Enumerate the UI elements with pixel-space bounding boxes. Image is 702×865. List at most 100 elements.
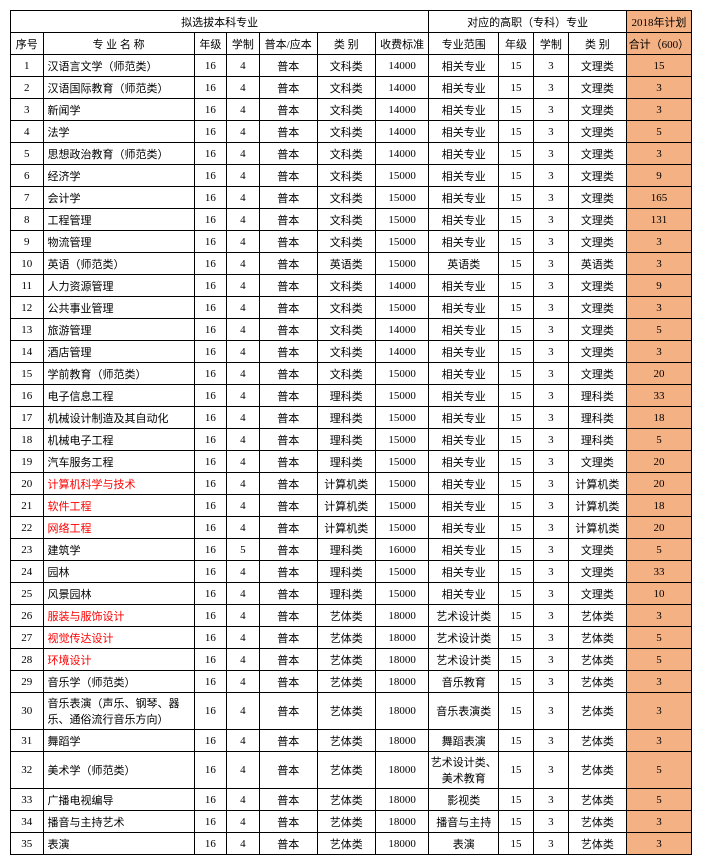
cell-cat2: 计算机类 — [568, 517, 626, 539]
cell-dur: 4 — [227, 253, 260, 275]
cell-dur2: 3 — [533, 231, 568, 253]
cell-grade2: 15 — [499, 730, 534, 752]
cell-dur: 4 — [227, 451, 260, 473]
cell-fee: 18000 — [375, 833, 429, 855]
cell-fee: 18000 — [375, 693, 429, 730]
cell-plan: 5 — [626, 789, 691, 811]
cell-cat: 理科类 — [317, 407, 375, 429]
cell-name: 软件工程 — [43, 495, 194, 517]
cell-seq: 7 — [11, 187, 44, 209]
cell-dur2: 3 — [533, 165, 568, 187]
cell-seq: 2 — [11, 77, 44, 99]
cell-cat: 理科类 — [317, 583, 375, 605]
cell-fee: 14000 — [375, 275, 429, 297]
cell-grade: 16 — [194, 209, 227, 231]
cell-scope: 相关专业 — [429, 121, 499, 143]
cell-seq: 19 — [11, 451, 44, 473]
col-dur2: 学制 — [533, 33, 568, 55]
cell-cat2: 文理类 — [568, 121, 626, 143]
cell-seq: 23 — [11, 539, 44, 561]
cell-cat2: 艺体类 — [568, 789, 626, 811]
cell-grade2: 15 — [499, 297, 534, 319]
cell-type: 普本 — [259, 187, 317, 209]
cell-dur: 4 — [227, 693, 260, 730]
cell-plan: 3 — [626, 77, 691, 99]
cell-dur2: 3 — [533, 407, 568, 429]
table-row: 7会计学164普本文科类15000相关专业153文理类165 — [11, 187, 692, 209]
table-body: 1汉语言文学（师范类）164普本文科类14000相关专业153文理类152汉语国… — [11, 55, 692, 855]
cell-type: 普本 — [259, 649, 317, 671]
cell-seq: 28 — [11, 649, 44, 671]
table-row: 20计算机科学与技术164普本计算机类15000相关专业153计算机类20 — [11, 473, 692, 495]
cell-dur2: 3 — [533, 341, 568, 363]
cell-scope: 相关专业 — [429, 539, 499, 561]
cell-type: 普本 — [259, 671, 317, 693]
cell-fee: 15000 — [375, 231, 429, 253]
cell-scope: 相关专业 — [429, 55, 499, 77]
cell-cat: 艺体类 — [317, 627, 375, 649]
table-row: 6经济学164普本文科类15000相关专业153文理类9 — [11, 165, 692, 187]
cell-name: 服装与服饰设计 — [43, 605, 194, 627]
cell-cat: 文科类 — [317, 99, 375, 121]
cell-name: 学前教育（师范类） — [43, 363, 194, 385]
cell-cat2: 理科类 — [568, 429, 626, 451]
cell-cat2: 艺体类 — [568, 671, 626, 693]
cell-plan: 5 — [626, 627, 691, 649]
table-row: 4法学164普本文科类14000相关专业153文理类5 — [11, 121, 692, 143]
cell-type: 普本 — [259, 341, 317, 363]
cell-cat2: 艺体类 — [568, 605, 626, 627]
table-row: 28环境设计164普本艺体类18000艺术设计类153艺体类5 — [11, 649, 692, 671]
cell-cat: 艺体类 — [317, 693, 375, 730]
cell-dur2: 3 — [533, 789, 568, 811]
cell-grade2: 15 — [499, 143, 534, 165]
cell-fee: 18000 — [375, 811, 429, 833]
cell-dur: 4 — [227, 811, 260, 833]
table-row: 23建筑学165普本理科类16000相关专业153文理类5 — [11, 539, 692, 561]
table-row: 25风景园林164普本理科类15000相关专业153文理类10 — [11, 583, 692, 605]
cell-plan: 3 — [626, 297, 691, 319]
table-row: 35表演164普本艺体类18000表演153艺体类3 — [11, 833, 692, 855]
cell-grade2: 15 — [499, 363, 534, 385]
cell-name: 人力资源管理 — [43, 275, 194, 297]
cell-fee: 18000 — [375, 752, 429, 789]
cell-fee: 15000 — [375, 297, 429, 319]
cell-cat2: 艺体类 — [568, 811, 626, 833]
cell-grade2: 15 — [499, 319, 534, 341]
cell-plan: 9 — [626, 165, 691, 187]
cell-grade2: 15 — [499, 789, 534, 811]
cell-cat: 理科类 — [317, 429, 375, 451]
cell-cat2: 文理类 — [568, 561, 626, 583]
cell-name: 英语（师范类） — [43, 253, 194, 275]
header-group-plan: 2018年计划 — [626, 11, 691, 33]
cell-seq: 29 — [11, 671, 44, 693]
table-row: 24园林164普本理科类15000相关专业153文理类33 — [11, 561, 692, 583]
cell-plan: 3 — [626, 605, 691, 627]
cell-seq: 33 — [11, 789, 44, 811]
table-row: 26服装与服饰设计164普本艺体类18000艺术设计类153艺体类3 — [11, 605, 692, 627]
cell-plan: 5 — [626, 649, 691, 671]
cell-plan: 3 — [626, 811, 691, 833]
cell-cat: 艺体类 — [317, 605, 375, 627]
cell-cat2: 文理类 — [568, 231, 626, 253]
cell-type: 普本 — [259, 165, 317, 187]
cell-dur2: 3 — [533, 55, 568, 77]
cell-plan: 20 — [626, 451, 691, 473]
cell-name: 广播电视编导 — [43, 789, 194, 811]
cell-name: 会计学 — [43, 187, 194, 209]
cell-cat2: 文理类 — [568, 55, 626, 77]
cell-type: 普本 — [259, 319, 317, 341]
cell-cat: 文科类 — [317, 275, 375, 297]
cell-grade2: 15 — [499, 473, 534, 495]
cell-name: 建筑学 — [43, 539, 194, 561]
cell-grade: 16 — [194, 121, 227, 143]
cell-scope: 相关专业 — [429, 495, 499, 517]
cell-dur2: 3 — [533, 649, 568, 671]
cell-type: 普本 — [259, 363, 317, 385]
cell-grade2: 15 — [499, 187, 534, 209]
cell-grade: 16 — [194, 605, 227, 627]
cell-cat2: 艺体类 — [568, 693, 626, 730]
cell-seq: 16 — [11, 385, 44, 407]
cell-dur2: 3 — [533, 671, 568, 693]
cell-dur: 4 — [227, 495, 260, 517]
table-row: 2汉语国际教育（师范类）164普本文科类14000相关专业153文理类3 — [11, 77, 692, 99]
